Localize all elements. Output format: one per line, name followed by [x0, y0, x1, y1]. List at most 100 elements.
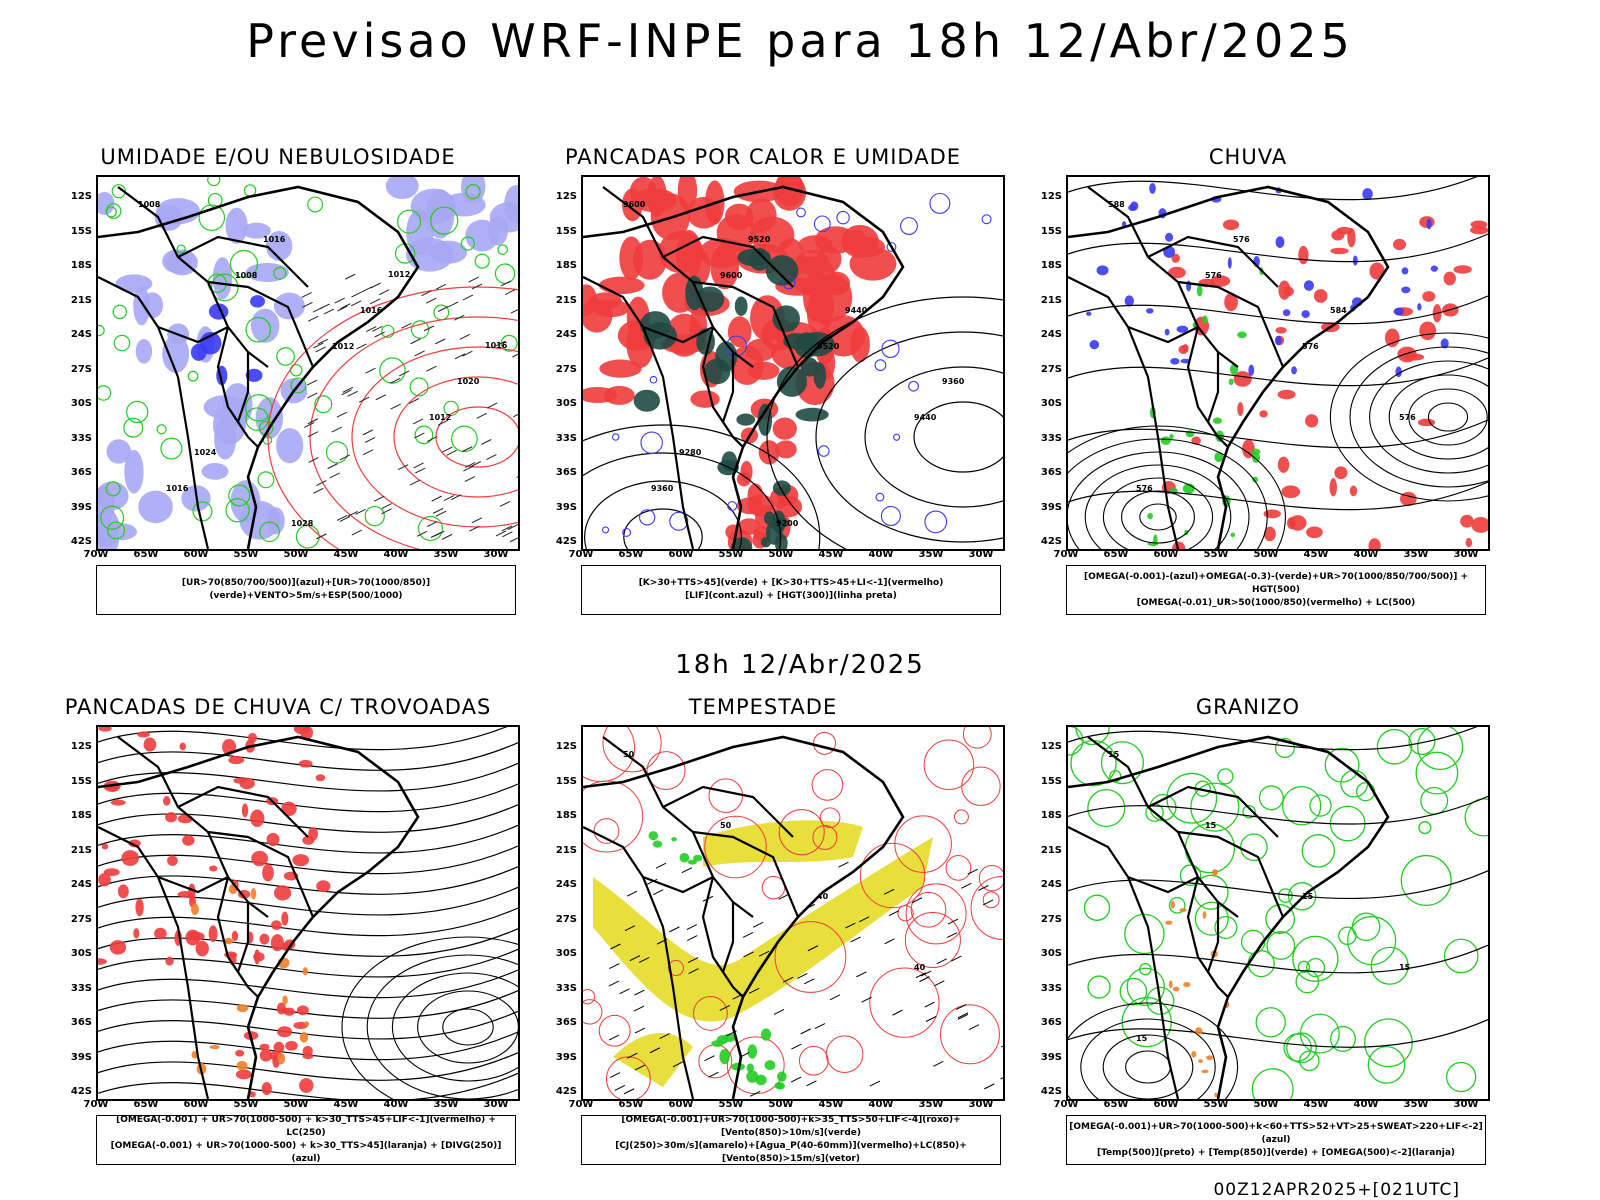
temp-850-contour	[1400, 854, 1452, 906]
precipitable-water-contour	[606, 1056, 651, 1099]
wind-vector	[686, 924, 697, 930]
wind-vector	[888, 910, 900, 917]
lon-tick-label: 55W	[718, 1099, 744, 1110]
low-level-humidity-contour	[243, 184, 257, 197]
wind-vector	[323, 308, 335, 315]
lat-tick-label: 21S	[1040, 294, 1062, 306]
temp-850-contour	[1292, 935, 1339, 982]
strong-omega-region	[1230, 532, 1236, 538]
strong-omega-region	[1252, 476, 1259, 483]
temp-850-contour	[1297, 960, 1311, 973]
wind-vector	[435, 338, 446, 345]
humidity-upper-region	[135, 339, 153, 364]
strong-wind-region	[679, 852, 690, 863]
wind-vector	[369, 298, 381, 305]
panel-legend: [K>30+TTS>45](verde) + [K>30+TTS>45+LI<-…	[581, 565, 1001, 615]
precipitable-water-contour	[798, 1045, 829, 1076]
lat-tick-label: 42S	[1040, 1086, 1062, 1097]
lat-tick-label: 33S	[1040, 432, 1062, 444]
rain-region	[1171, 253, 1180, 263]
contour-label: 40	[817, 892, 829, 901]
instability-region	[849, 246, 897, 281]
low-level-humidity-contour	[126, 400, 149, 424]
unstable-core-region	[633, 389, 661, 412]
strong-omega-region	[1160, 436, 1171, 445]
thunderstorm-region	[315, 774, 326, 782]
lat-tick-label: 21S	[70, 844, 92, 856]
lon-tick-label: 45W	[333, 1099, 359, 1110]
panel-legend: [OMEGA(-0.001)+UR>70(1000-500)+k<60+TTS>…	[1066, 1115, 1486, 1165]
political-border	[642, 875, 714, 894]
unstable-core-region	[765, 255, 799, 286]
political-border	[1147, 785, 1279, 838]
wind-vector	[462, 294, 474, 301]
thickness-contour	[267, 286, 518, 549]
wind-vector	[421, 290, 432, 297]
panel-umidade: UMIDADE E/OU NEBULOSIDADE 12S 15S 18S 21S 24S…	[58, 145, 538, 645]
political-border	[1177, 830, 1285, 918]
political-border	[692, 830, 800, 918]
wind-vector	[307, 418, 319, 425]
low-level-humidity-contour	[198, 204, 226, 231]
wind-vector	[441, 533, 453, 540]
strong-omega-region	[1147, 512, 1153, 520]
rain-region	[1443, 271, 1456, 286]
humidity-upper-region	[104, 523, 137, 541]
temp-850-contour	[1309, 794, 1332, 817]
lat-tick-label: 27S	[555, 913, 577, 925]
temp-850-contour	[1100, 741, 1145, 785]
precipitable-water-contour	[583, 999, 603, 1025]
strong-wind-region	[747, 1044, 758, 1059]
forecast-map: 9600 9600 9520 9440 9360 9520 9440 9360 9280 9200	[581, 175, 1005, 551]
wind-vector	[861, 996, 872, 1003]
wind-vector	[468, 276, 479, 283]
omega-region	[1362, 188, 1373, 200]
contour-label: 15	[1205, 821, 1217, 830]
wind-vector	[426, 365, 437, 372]
contour-label: 1016	[263, 235, 286, 244]
omega-500-region	[1168, 980, 1173, 989]
precipitable-water-contour	[811, 769, 844, 801]
thunderstorm-region	[121, 850, 139, 866]
wind-vector	[773, 1008, 785, 1015]
contour-label: 9600	[720, 271, 743, 280]
forecast-time-label: 18h 12/Abr/2025	[675, 650, 925, 680]
geopotential-contour	[583, 424, 821, 549]
streamline	[442, 1008, 494, 1046]
political-border	[1068, 276, 1180, 549]
lat-tick-label: 24S	[1040, 879, 1062, 890]
convective-region	[236, 1004, 249, 1013]
lon-tick-label: 70W	[83, 1099, 109, 1110]
low-level-humidity-contour	[245, 316, 271, 343]
thunderstorm-region	[239, 777, 255, 790]
lat-tick-label: 24S	[555, 329, 577, 340]
lon-tick-label: 65W	[133, 1099, 159, 1110]
wind-vector	[911, 897, 923, 904]
wind-vector	[425, 297, 437, 304]
wind-vector	[416, 530, 428, 537]
wind-vector	[626, 890, 638, 897]
lat-tick-label: 39S	[1040, 1051, 1062, 1063]
thunderstorm-region	[98, 958, 107, 965]
unstable-core-region	[757, 403, 773, 436]
wind-vector	[432, 507, 444, 514]
temp-500-contour	[1068, 795, 1488, 825]
lat-tick-label: 30S	[70, 948, 92, 959]
thunderstorm-region	[259, 1043, 270, 1051]
low-level-humidity-contour	[290, 377, 307, 394]
rain-region	[1419, 321, 1437, 341]
political-border	[207, 830, 315, 918]
instability-region	[598, 276, 645, 295]
lon-tick-label: 40W	[1353, 1099, 1379, 1110]
lifted-index-contour	[639, 509, 656, 526]
contour-label: 9360	[942, 377, 965, 386]
wind-vector	[339, 454, 351, 461]
wind-vector	[704, 1055, 715, 1062]
temp-500-contour	[1068, 1019, 1488, 1048]
temp-850-contour	[1376, 728, 1413, 765]
omega-500-region	[1179, 908, 1187, 912]
wind-vector	[341, 389, 352, 396]
low-level-humidity-contour	[105, 206, 117, 218]
coastline	[1068, 735, 1390, 1099]
temp-850-contour	[1420, 786, 1449, 815]
